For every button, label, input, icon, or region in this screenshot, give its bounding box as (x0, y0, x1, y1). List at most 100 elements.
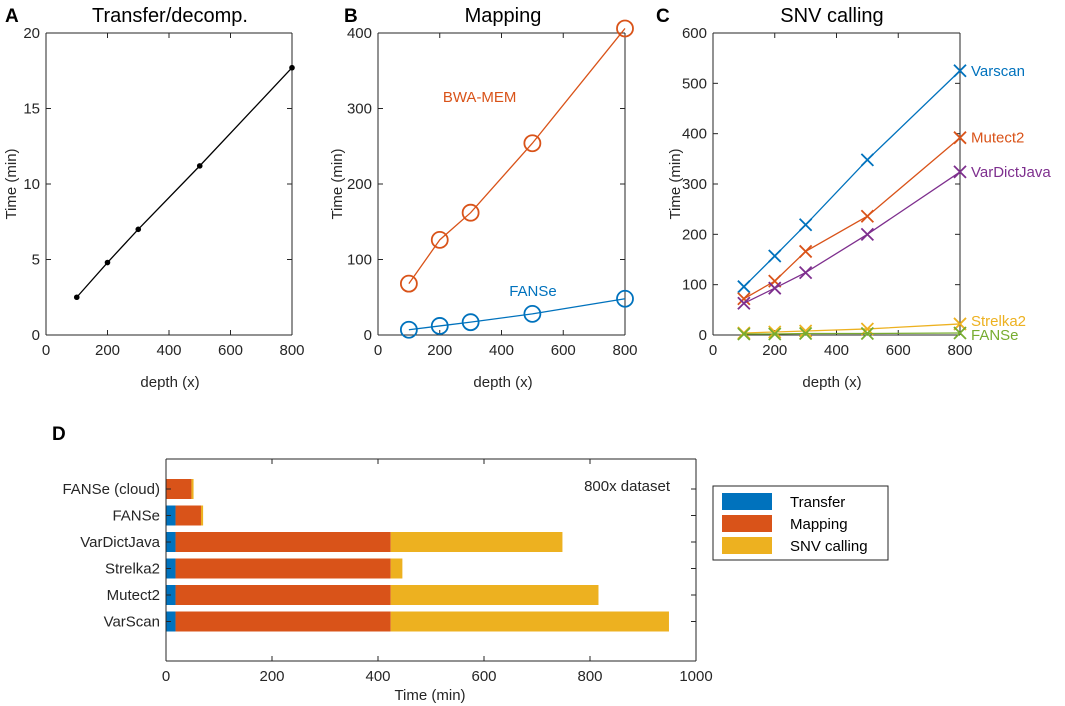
panel-d-category-label: FANSe (cloud) (62, 481, 160, 498)
panel-a-point-transfer-decomp- (135, 226, 142, 233)
panel-c-point-vardictjava (737, 296, 751, 310)
panel-a-letter: A (5, 6, 19, 27)
panel-d-letter: D (52, 424, 66, 445)
panel-d-category-label: VarScan (104, 614, 160, 631)
panel-c-point-fanse (768, 327, 782, 341)
panel-a-ylabel: Time (min) (3, 148, 20, 219)
panel-d-bar-snv-calling (191, 479, 194, 499)
panel-d-bar-mapping (175, 611, 391, 632)
panel-b-point-bwa-mem (523, 134, 542, 153)
panel-d-category-label: Strelka2 (105, 561, 160, 578)
panel-d-xtick-label: 800 (577, 668, 602, 685)
panel-c-point-varscan (860, 153, 875, 167)
legend-swatch-snv-calling (722, 537, 772, 554)
panel-b-point-fanse (461, 313, 480, 332)
panel-c-ytick-label: 500 (682, 75, 707, 92)
panel-a-xlabel: depth (x) (140, 374, 199, 391)
panel-a-xtick-label: 400 (156, 342, 181, 359)
panel-b-series-label-bwa-mem: BWA-MEM (443, 89, 517, 106)
panel-d-bar-mapping (175, 532, 391, 552)
panel-c-series-label-strelka2: Strelka2 (971, 313, 1026, 330)
panel-a-ytick-label: 10 (23, 176, 40, 193)
legend-swatch-mapping (722, 515, 772, 532)
panel-c-series-label-varscan: Varscan (971, 63, 1025, 80)
panel-b-xtick-label: 400 (489, 342, 514, 359)
panel-b-point-bwa-mem (616, 19, 634, 38)
panel-b-ytick-label: 0 (364, 327, 372, 344)
panel-d-xtick-label: 600 (471, 668, 496, 685)
panel-b-xtick-label: 200 (427, 342, 452, 359)
panel-c-xtick-label: 0 (709, 342, 717, 359)
panel-c-title: SNV calling (780, 5, 883, 27)
panel-a-point-transfer-decomp- (73, 294, 80, 301)
panel-a-ytick-label: 20 (23, 25, 40, 42)
panel-d-xtick-label: 400 (365, 668, 390, 685)
panel-c-ytick-label: 600 (682, 25, 707, 42)
panel-c-point-strelka2 (798, 324, 813, 338)
panel-c-point-mutect2 (953, 131, 967, 145)
panel-c-series-label-vardictjava: VarDictJava (971, 164, 1051, 181)
panel-a-xtick-label: 200 (95, 342, 120, 359)
panel-d-annotation: 800x dataset (584, 478, 671, 495)
panel-b-point-bwa-mem (461, 203, 480, 222)
panel-c-point-varscan (953, 64, 967, 78)
panel-a-point-transfer-decomp- (104, 259, 111, 266)
panel-c-point-mutect2 (860, 209, 875, 223)
panel-c-point-fanse (798, 326, 813, 341)
panel-c-point-varscan (798, 218, 813, 232)
panel-b-point-bwa-mem (399, 274, 418, 293)
panel-a-xtick-label: 0 (42, 342, 50, 359)
panel-b-series-label-fanse: FANSe (509, 283, 557, 300)
panel-c-series-label-mutect2: Mutect2 (971, 130, 1024, 147)
panel-c-point-mutect2 (798, 244, 813, 259)
panel-b-point-fanse (523, 304, 542, 323)
panel-d-total-time-chart: D Time (min) 800x dataset 0 200 400 600 800 1… (52, 424, 713, 704)
panel-d-category-label: Mutect2 (107, 587, 160, 604)
panel-a-xtick-label: 600 (218, 342, 243, 359)
panel-c-ytick-label: 400 (682, 126, 707, 143)
panel-d-xlabel: Time (min) (394, 687, 465, 704)
panel-b-xtick-label: 800 (612, 342, 637, 359)
panel-d-xtick-label: 1000 (679, 668, 712, 685)
panel-a-point-transfer-decomp- (196, 163, 203, 169)
panel-d-xtick-label: 0 (162, 668, 170, 685)
panel-d-bar-mapping (166, 479, 192, 499)
panel-d-bar-snv-calling (390, 611, 669, 632)
panel-c-point-fanse (737, 327, 751, 341)
panel-c-point-fanse (953, 326, 967, 340)
panel-b-point-fanse (616, 289, 634, 308)
legend-label-mapping: Mapping (790, 516, 848, 533)
panel-a-point-transfer-decomp- (289, 64, 295, 71)
panel-c-point-varscan (768, 249, 782, 263)
panel-d-category-label: FANSe (112, 508, 160, 525)
panel-d-category-label: VarDictJava (80, 534, 160, 551)
panel-c-ytick-label: 300 (682, 176, 707, 193)
panel-b-point-bwa-mem (430, 230, 449, 249)
panel-b-point-fanse (430, 317, 449, 335)
panel-c-point-vardictjava (798, 265, 813, 280)
panel-a-transfer-chart: A Transfer/decomp. depth (x) Time (min) … (3, 5, 305, 391)
legend-swatch-transfer (722, 493, 772, 510)
panel-d-legend: Transfer Mapping SNV calling (712, 485, 889, 561)
panel-c-point-fanse (860, 326, 875, 341)
panel-c-snv-chart: C SNV calling depth (x) Time (min) 0 200 4… (656, 5, 1051, 391)
panel-d-bar-mapping (175, 558, 391, 579)
panel-c-xtick-label: 800 (947, 342, 972, 359)
panel-d-bar-snv-calling (390, 558, 403, 579)
panel-c-ylabel: Time (min) (667, 148, 684, 219)
panel-b-xtick-label: 0 (374, 342, 382, 359)
panel-c-xtick-label: 400 (824, 342, 849, 359)
panel-d-bar-snv-calling (390, 532, 563, 552)
panel-c-xtick-label: 200 (762, 342, 787, 359)
panel-b-xlabel: depth (x) (473, 374, 532, 391)
panel-a-ytick-label: 15 (23, 101, 40, 118)
panel-c-point-mutect2 (737, 292, 751, 306)
panel-b-ylabel: Time (min) (329, 148, 346, 219)
panel-b-ytick-label: 400 (347, 25, 372, 42)
panel-b-series-line-bwa-mem (408, 28, 626, 285)
legend-label-snv-calling: SNV calling (790, 538, 868, 555)
panel-b-ytick-label: 300 (347, 101, 372, 118)
panel-d-bar-mapping (175, 505, 201, 526)
panel-a-title: Transfer/decomp. (92, 5, 248, 27)
panel-d-bar-mapping (175, 585, 391, 605)
